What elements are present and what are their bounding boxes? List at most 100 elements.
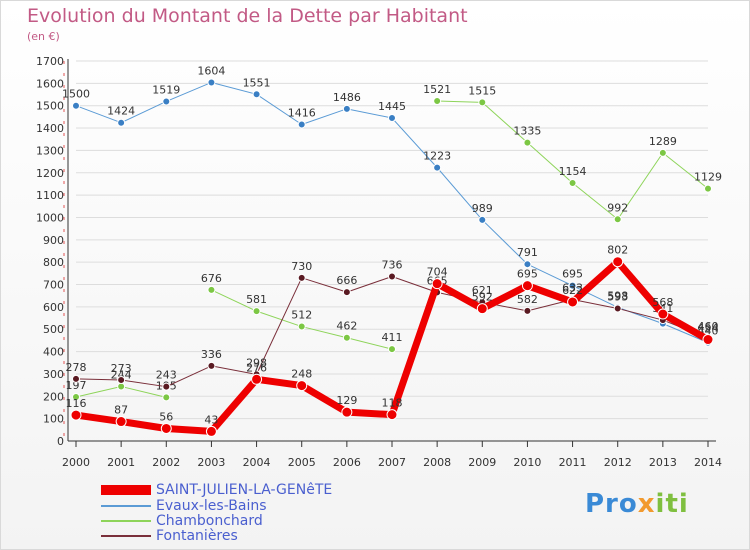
data-label: 243 (156, 369, 177, 382)
data-point (613, 215, 622, 224)
data-point (342, 288, 351, 297)
y-tick-label: 200 (43, 390, 64, 403)
data-point (342, 333, 351, 342)
data-label: 118 (382, 397, 403, 410)
y-tick-label: 0 (57, 435, 64, 448)
data-label: 129 (336, 394, 357, 407)
data-point (297, 322, 306, 331)
data-point (297, 120, 306, 129)
x-tick-label: 2008 (423, 456, 451, 469)
data-point (72, 101, 80, 110)
data-point (658, 148, 667, 157)
data-label: 411 (382, 331, 403, 344)
data-point (117, 375, 126, 384)
data-label: 197 (66, 379, 87, 392)
x-tick-label: 2001 (107, 456, 135, 469)
y-tick-label: 1400 (36, 122, 64, 135)
logo-part-3: iti (655, 489, 689, 519)
data-label: 1515 (468, 84, 496, 97)
data-label: 622 (562, 284, 583, 297)
x-tick-label: 2009 (468, 456, 496, 469)
data-label: 1416 (288, 106, 316, 119)
legend-label: Chambonchard (156, 513, 263, 529)
data-label: 736 (382, 258, 403, 271)
data-point (162, 97, 171, 106)
data-label: 1500 (62, 88, 90, 101)
x-tick-label: 2004 (243, 456, 271, 469)
data-label: 592 (472, 291, 493, 304)
data-label: 666 (336, 274, 357, 287)
data-label: 989 (472, 202, 493, 215)
x-tick-label: 2000 (62, 456, 90, 469)
data-label: 1335 (513, 125, 541, 138)
data-label: 593 (607, 290, 628, 303)
data-point (115, 416, 127, 428)
data-point (252, 90, 261, 99)
data-point (72, 374, 80, 383)
data-label: 1154 (559, 165, 587, 178)
data-label: 992 (607, 201, 628, 214)
data-label: 298 (246, 356, 267, 369)
data-point (205, 425, 217, 437)
data-point (704, 184, 712, 193)
data-point (612, 256, 624, 268)
data-label: 278 (66, 361, 87, 374)
data-point (342, 104, 351, 113)
data-label: 248 (291, 368, 312, 381)
data-label: 1223 (423, 150, 451, 163)
data-point (476, 303, 488, 315)
chart-title: Evolution du Montant de la Dette par Hab… (27, 5, 468, 27)
x-tick-label: 2007 (378, 456, 406, 469)
data-label: 581 (246, 293, 267, 306)
legend-label: SAINT-JULIEN-LA-GENêTE (156, 482, 332, 498)
data-label: 802 (607, 244, 628, 257)
data-label: 56 (159, 410, 173, 423)
y-tick-label: 500 (43, 323, 64, 336)
data-label: 512 (291, 309, 312, 322)
data-point (523, 138, 532, 147)
data-point (568, 281, 577, 290)
chart-subtitle: (en €) (27, 30, 60, 43)
data-point (478, 98, 487, 107)
x-tick-label: 2005 (288, 456, 316, 469)
y-tick-label: 1700 (36, 55, 64, 68)
data-label: 1424 (107, 105, 135, 118)
data-label: 276 (246, 361, 267, 374)
data-point (433, 97, 442, 106)
data-point (296, 380, 308, 392)
x-tick-label: 2006 (333, 456, 361, 469)
y-tick-label: 400 (43, 346, 64, 359)
y-tick-label: 1600 (36, 77, 64, 90)
data-point (341, 406, 353, 418)
data-point (386, 409, 398, 421)
y-tick-label: 300 (43, 368, 64, 381)
data-point (613, 304, 622, 313)
y-tick-label: 1200 (36, 167, 64, 180)
data-label: 87 (114, 404, 128, 417)
x-tick-label: 2003 (197, 456, 225, 469)
data-label: 460 (698, 320, 719, 333)
logo-part-2: x (637, 489, 656, 519)
data-point (657, 308, 669, 320)
legend-label: Fontanières (156, 528, 238, 544)
y-tick-label: 600 (43, 301, 64, 314)
data-point (568, 179, 577, 188)
data-point (388, 272, 396, 281)
x-tick-label: 2010 (513, 456, 541, 469)
data-label: 336 (201, 348, 222, 361)
data-label: 1445 (378, 100, 406, 113)
data-point (117, 118, 126, 127)
data-label: 244 (111, 368, 132, 381)
data-point (160, 422, 172, 434)
x-tick-label: 2013 (649, 456, 677, 469)
data-label: 43 (204, 413, 218, 426)
data-label: 1289 (649, 135, 677, 148)
data-label: 1604 (197, 64, 225, 77)
data-label: 454 (698, 322, 719, 335)
x-tick-label: 2011 (559, 456, 587, 469)
data-point (252, 307, 261, 316)
data-point (297, 273, 306, 282)
data-label: 582 (517, 293, 538, 306)
